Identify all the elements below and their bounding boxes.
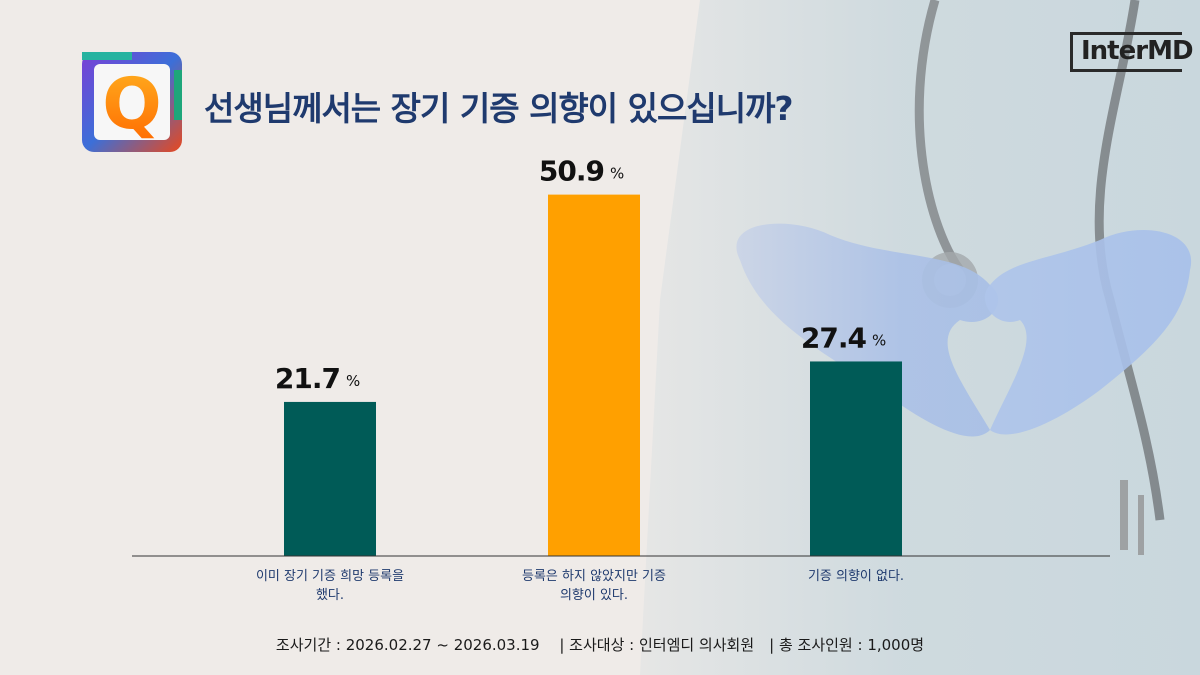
bar-1: [284, 401, 376, 556]
page-title: 선생님께서는 장기 기증 의향이 있으십니까?: [204, 89, 794, 128]
bar-2: [548, 194, 640, 557]
category-label-1: 했다.: [316, 587, 344, 603]
category-label-3: 기증 의향이 없다.: [808, 569, 904, 584]
value-unit-2: %: [610, 165, 624, 183]
question-badge-icon: Q: [82, 52, 182, 152]
category-label-1: 이미 장기 기증 희망 등록을: [256, 569, 404, 584]
category-label-2: 등록은 하지 않았지만 기증: [522, 569, 666, 584]
value-label-2: 50.9: [539, 155, 604, 188]
survey-footer: 조사기간 : 2026.02.27 ~ 2026.03.19 | 조사대상 : …: [275, 636, 925, 654]
bar-3: [810, 361, 902, 556]
brand-logo-text: InterMD: [1081, 36, 1194, 66]
brand-logo: InterMD: [1070, 32, 1194, 72]
value-label-1: 21.7: [275, 362, 340, 395]
value-unit-3: %: [872, 331, 886, 349]
category-label-2: 의향이 있다.: [560, 588, 628, 603]
badge-letter: Q: [102, 63, 162, 145]
value-unit-1: %: [346, 372, 360, 390]
value-label-3: 27.4: [801, 321, 867, 354]
